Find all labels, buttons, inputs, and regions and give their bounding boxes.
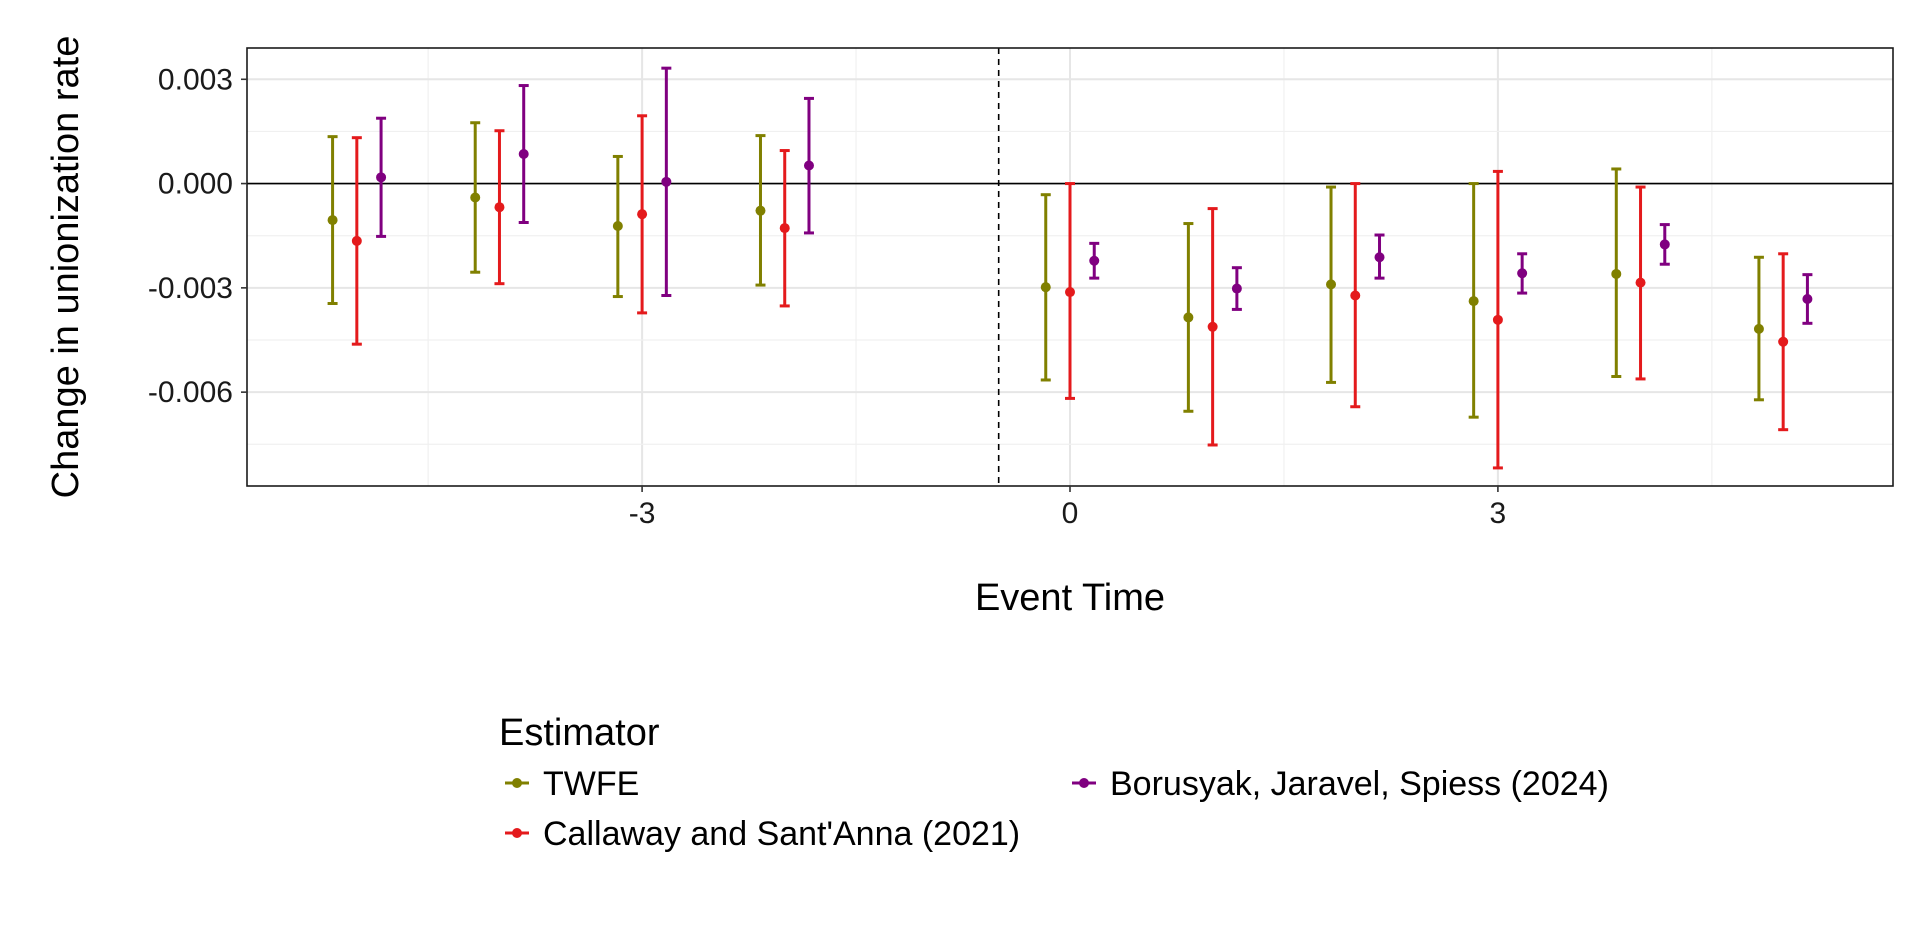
- point-estimate: [1065, 287, 1075, 298]
- series-2: [376, 66, 1813, 325]
- point-estimate: [1753, 323, 1764, 334]
- legend-key-point: [512, 828, 522, 838]
- x-tick-label: 3: [1490, 497, 1507, 530]
- point-estimate: [779, 223, 790, 234]
- legend-item-0: TWFE: [505, 765, 639, 803]
- point-estimate: [518, 149, 529, 160]
- legend-item-1: Callaway and Sant'Anna (2021): [505, 815, 1020, 853]
- point-estimate: [1040, 282, 1051, 293]
- point-estimate: [637, 209, 648, 220]
- x-tick-label: -3: [629, 497, 656, 530]
- axis-ticks: -3 0 3 0.003 0.000 -0.003 -0.006: [148, 63, 1506, 530]
- point-estimate: [1089, 255, 1100, 266]
- legend-label: Callaway and Sant'Anna (2021): [543, 815, 1020, 853]
- y-axis-title: Change in unionization rate: [45, 36, 87, 499]
- legend-label: TWFE: [543, 765, 639, 803]
- point-estimate: [1350, 290, 1361, 301]
- y-tick-label: -0.003: [148, 272, 233, 305]
- point-estimate: [1231, 283, 1242, 294]
- x-axis-title: Event Time: [975, 577, 1165, 619]
- point-estimate: [376, 172, 387, 183]
- series-0: [327, 121, 1764, 419]
- point-estimate: [1635, 277, 1646, 288]
- point-estimate: [612, 220, 623, 231]
- point-estimate: [1492, 314, 1503, 325]
- legend-item-2: Borusyak, Jaravel, Spiess (2024): [1072, 765, 1609, 803]
- legend: Estimator TWFE Callaway and Sant'Anna (20…: [499, 712, 1609, 853]
- x-tick-label: 0: [1062, 497, 1079, 530]
- point-estimate: [1802, 293, 1813, 304]
- y-tick-label: 0.003: [158, 63, 233, 96]
- point-estimate: [1778, 336, 1789, 347]
- point-estimate: [755, 205, 766, 216]
- point-estimate: [1517, 268, 1528, 279]
- legend-key-point: [512, 778, 522, 788]
- point-estimate: [1659, 239, 1670, 250]
- point-estimate: [1468, 296, 1479, 307]
- legend-label: Borusyak, Jaravel, Spiess (2024): [1110, 765, 1609, 803]
- legend-title: Estimator: [499, 712, 660, 754]
- point-estimate: [1183, 312, 1194, 323]
- legend-key-point: [1079, 778, 1089, 788]
- point-estimate: [351, 235, 362, 246]
- point-estimate: [803, 160, 814, 171]
- point-estimate: [494, 202, 505, 213]
- point-estimate: [327, 215, 338, 226]
- point-estimate: [1326, 279, 1337, 290]
- data-marks: [327, 66, 1813, 470]
- point-estimate: [470, 192, 481, 203]
- point-estimate: [661, 176, 672, 187]
- y-tick-label: 0.000: [158, 168, 233, 201]
- series-1: [351, 114, 1789, 470]
- y-tick-label: -0.006: [148, 376, 233, 409]
- point-estimate: [1374, 252, 1385, 263]
- point-estimate: [1207, 321, 1218, 332]
- point-estimate: [1611, 268, 1622, 279]
